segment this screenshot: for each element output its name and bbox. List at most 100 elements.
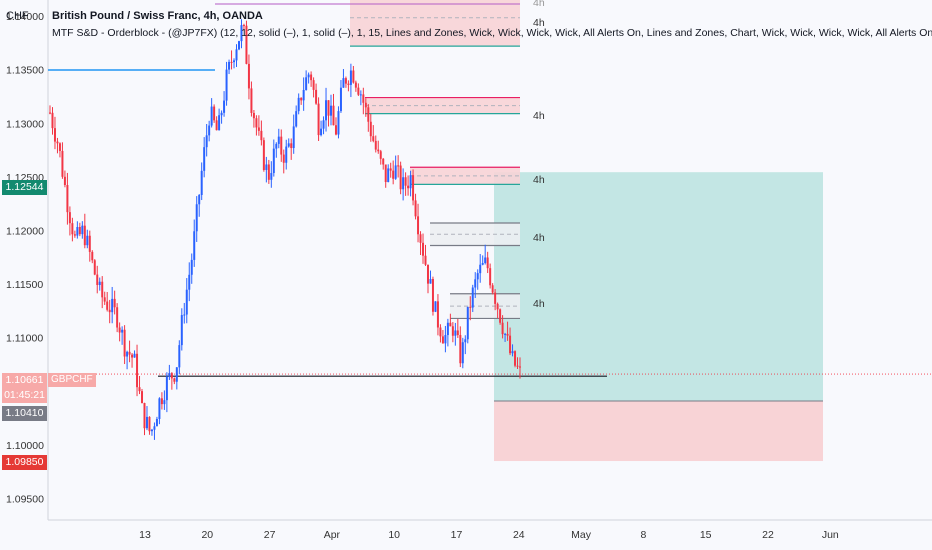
candle-body <box>387 168 390 183</box>
candle-body <box>170 373 173 379</box>
candle-body <box>235 49 238 61</box>
candle-body <box>342 78 345 88</box>
candle-body <box>310 74 313 81</box>
candle-body <box>287 143 290 147</box>
candle-body <box>116 307 119 328</box>
candle-body <box>58 143 61 151</box>
candle-body <box>155 418 158 427</box>
x-tick-label: Jun <box>822 529 839 541</box>
candle-body <box>208 125 211 136</box>
candle-body <box>414 200 417 217</box>
candle-body <box>88 235 91 252</box>
candle-body <box>83 225 86 246</box>
candle-body <box>347 83 350 85</box>
candle-body <box>145 416 148 429</box>
candle-body <box>516 365 519 367</box>
candle-body <box>141 391 144 404</box>
candle-body <box>441 336 444 344</box>
candle-body <box>327 100 330 116</box>
y-tick-label: 1.09500 <box>6 494 44 506</box>
candle-body <box>91 251 94 261</box>
candle-body <box>66 185 69 213</box>
level-badge-1: 1.12544 <box>2 180 47 195</box>
candle-body <box>245 25 248 64</box>
zone-tag-2: 4h <box>533 110 545 122</box>
x-tick-label: 8 <box>640 529 646 541</box>
x-tick-label: 20 <box>201 529 213 541</box>
candle-body <box>143 403 146 429</box>
candle-body <box>317 103 320 136</box>
candle-body <box>150 429 153 432</box>
candle-body <box>431 278 434 312</box>
y-tick-label: 1.12000 <box>6 226 44 238</box>
zone-tag-4: 4h <box>533 232 545 244</box>
candle-body <box>292 126 295 149</box>
candle-body <box>486 257 489 269</box>
candle-body <box>295 111 298 127</box>
candle-body <box>499 309 502 323</box>
candle-body <box>384 164 387 183</box>
stop-zone <box>494 400 823 462</box>
candle-body <box>315 89 318 104</box>
candle-body <box>359 94 362 96</box>
candle-body <box>501 322 504 335</box>
candle-body <box>504 333 507 335</box>
candle-body <box>193 231 196 260</box>
candle-body <box>158 398 161 419</box>
candle-body <box>213 106 216 121</box>
candle-body <box>459 335 462 364</box>
candle-body <box>49 112 51 114</box>
candle-body <box>322 120 325 129</box>
candle-body <box>449 322 452 327</box>
candle-body <box>163 400 166 405</box>
candle-body <box>305 77 308 90</box>
candle-body <box>61 150 64 177</box>
candle-body <box>260 130 263 141</box>
candle-body <box>250 88 253 113</box>
candle-body <box>215 120 218 131</box>
candle-body <box>195 204 198 232</box>
candle-body <box>237 41 240 50</box>
candle-body <box>352 70 355 83</box>
symbol-title[interactable]: British Pound / Swiss Franc, 4h, OANDA <box>52 10 263 22</box>
candle-body <box>344 78 347 84</box>
y-tick-label: 1.11000 <box>6 333 43 345</box>
candle-body <box>394 165 397 179</box>
candle-body <box>71 223 74 235</box>
candle-body <box>471 287 474 308</box>
indicator-title[interactable]: MTF S&D - Orderblock - (@JP7FX) (12, 12,… <box>52 27 932 39</box>
candle-body <box>185 289 188 315</box>
y-tick-label: 1.13500 <box>6 65 44 77</box>
candle-body <box>68 212 71 224</box>
level-badge-2: 1.10410 <box>2 406 47 421</box>
y-tick-label: 1.14000 <box>6 11 44 23</box>
candle-body <box>330 105 333 116</box>
candle-body <box>205 135 208 148</box>
candle-body <box>451 326 454 336</box>
candle-body <box>73 234 76 236</box>
x-tick-label: 24 <box>513 529 525 541</box>
candle-body <box>198 194 201 205</box>
candle-body <box>93 260 96 275</box>
candle-body <box>285 146 288 163</box>
candle-body <box>175 367 178 382</box>
candle-body <box>436 301 439 328</box>
candle-body <box>53 128 56 142</box>
candle-body <box>479 264 482 274</box>
candle-body <box>242 25 245 27</box>
candle-body <box>339 87 342 112</box>
candle-body <box>489 268 492 286</box>
candle-body <box>514 351 517 366</box>
candle-body <box>456 330 459 336</box>
x-tick-label: 27 <box>264 529 276 541</box>
candle-body <box>506 333 509 336</box>
y-tick-label: 1.10000 <box>6 440 44 452</box>
candle-body <box>218 115 221 131</box>
candle-body <box>78 227 81 235</box>
candle-body <box>270 173 273 180</box>
candle-body <box>165 376 168 401</box>
candle-body <box>168 373 171 377</box>
candle-body <box>434 301 437 312</box>
candle-body <box>426 264 429 284</box>
